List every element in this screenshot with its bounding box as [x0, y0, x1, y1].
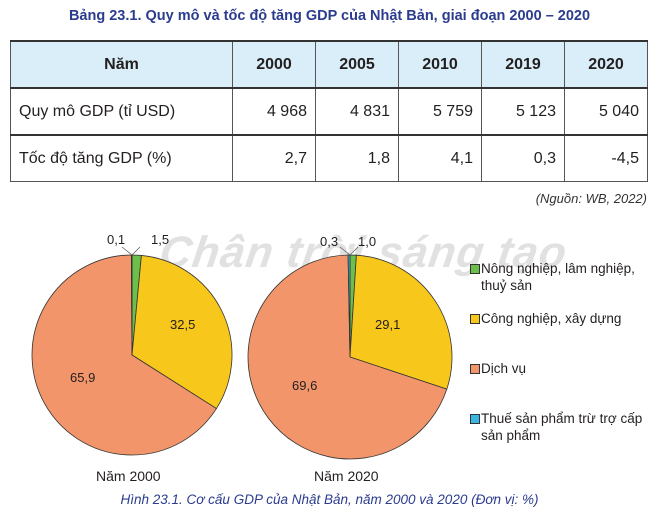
pie-2000-label-tax: 0,1 — [107, 232, 126, 247]
legend-label: Công nghiệp, xây dựng — [481, 311, 622, 326]
legend-label: Dịch vụ — [481, 361, 527, 376]
pie-2000-title: Năm 2000 — [96, 468, 161, 484]
table-cell: 5 040 — [564, 87, 648, 136]
legend-swatch — [470, 264, 480, 274]
leader-line — [349, 246, 359, 256]
row-label: Tốc độ tăng GDP (%) — [10, 134, 233, 182]
header-cell: 2005 — [315, 40, 399, 89]
header-cell: 2019 — [481, 40, 565, 89]
pie-2000-slice-industry — [131, 255, 233, 410]
leader-line — [121, 246, 133, 256]
table-cell: 0,3 — [481, 134, 565, 182]
legend-swatch — [470, 314, 480, 324]
legend-item-agriculture: Nông nghiệp, lâm nghiệp, thuỷ sản — [470, 260, 656, 294]
pie-2020-slice-industry — [349, 254, 453, 390]
pie-2000-label-industry: 32,5 — [170, 317, 196, 332]
legend-label: Thuế sản phẩm trừ trợ cấp sản phẩm — [481, 411, 643, 443]
table-row: Quy mô GDP (tỉ USD) 4 968 4 831 5 759 5 … — [10, 87, 648, 136]
header-cell: Năm — [10, 40, 233, 89]
legend-label: Nông nghiệp, lâm nghiệp, thuỷ sản — [481, 261, 635, 293]
table-title: Bảng 23.1. Quy mô và tốc độ tăng GDP của… — [68, 8, 591, 24]
table-header-row: Năm 2000 2005 2010 2019 2020 — [10, 40, 648, 89]
figure-caption: Hình 23.1. Cơ cấu GDP của Nhật Bản, năm … — [120, 492, 539, 507]
leader-line — [339, 246, 351, 256]
pie-2020-slice-services — [247, 254, 448, 460]
row-label: Quy mô GDP (tỉ USD) — [10, 87, 233, 136]
pie-2020-label-services: 69,6 — [292, 378, 318, 393]
table-cell: 4 968 — [232, 87, 316, 136]
pie-2000-slice-services — [31, 254, 217, 456]
legend-swatch — [470, 414, 480, 424]
table-cell: 4 831 — [315, 87, 399, 136]
legend-item-services: Dịch vụ — [470, 360, 656, 377]
table-cell: -4,5 — [564, 134, 648, 182]
pie-2000-label-agriculture: 1,5 — [151, 232, 170, 247]
legend-item-tax: Thuế sản phẩm trừ trợ cấp sản phẩm — [470, 410, 656, 444]
table-source: (Nguồn: WB, 2022) — [535, 191, 647, 206]
table-cell: 4,1 — [398, 134, 482, 182]
pie-2020-title: Năm 2020 — [314, 468, 379, 484]
header-cell: 2000 — [232, 40, 316, 89]
table-cell: 2,7 — [232, 134, 316, 182]
pie-2020-label-tax: 0,3 — [320, 234, 339, 249]
legend-swatch — [470, 364, 480, 374]
pie-2000-label-services: 65,9 — [70, 370, 96, 385]
pie-2020-label-agriculture: 1,0 — [358, 234, 377, 249]
gdp-table: Năm 2000 2005 2010 2019 2020 Quy mô GDP … — [10, 40, 648, 182]
table-cell: 5 759 — [398, 87, 482, 136]
table-cell: 1,8 — [315, 134, 399, 182]
pie-2020-label-industry: 29,1 — [375, 317, 401, 332]
legend-item-industry: Công nghiệp, xây dựng — [470, 310, 656, 327]
header-cell: 2010 — [398, 40, 482, 89]
leader-line — [131, 246, 141, 256]
table-row: Tốc độ tăng GDP (%) 2,7 1,8 4,1 0,3 -4,5 — [10, 134, 648, 182]
table-cell: 5 123 — [481, 87, 565, 136]
header-cell: 2020 — [564, 40, 648, 89]
